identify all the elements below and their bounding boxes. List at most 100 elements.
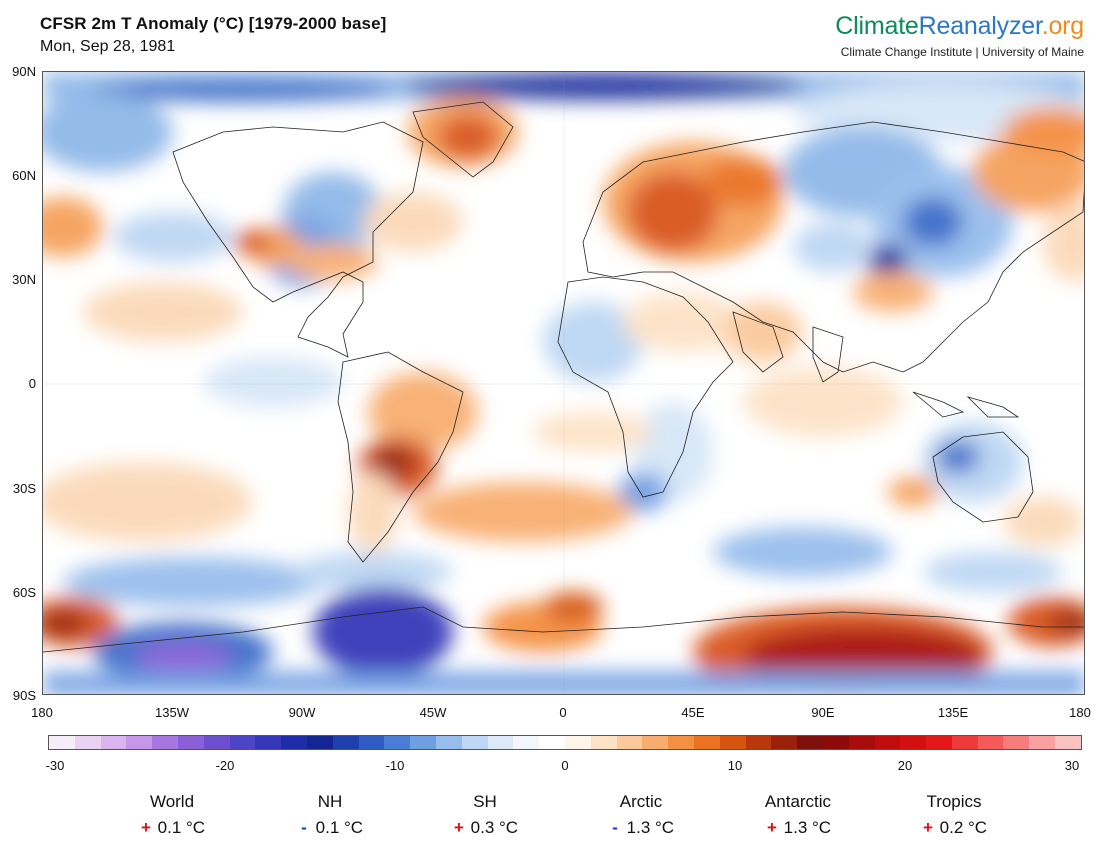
- colorbar-swatch: [693, 736, 720, 749]
- sign-plus-icon: +: [453, 818, 464, 837]
- colorbar-swatch: [590, 736, 617, 749]
- brand-logo[interactable]: ClimateReanalyzer.org Climate Change Ins…: [835, 12, 1084, 59]
- map-title: CFSR 2m T Anomaly (°C) [1979-2000 base]: [40, 14, 387, 33]
- brand-name: ClimateReanalyzer.org: [835, 12, 1084, 41]
- colorbar-swatch: [100, 736, 127, 749]
- region-arctic: Arctic - 1.3 °C: [571, 792, 711, 838]
- anomaly-map-graphic: [43, 72, 1084, 694]
- colorbar-swatch: [177, 736, 204, 749]
- brand-subtitle: Climate Change Institute | University of…: [840, 45, 1084, 59]
- coastlines: [43, 101, 1084, 653]
- colorbar-swatch: [668, 736, 694, 749]
- colorbar-swatch: [332, 736, 359, 749]
- colorbar-swatch: [126, 736, 153, 749]
- colorbar-label-0: 0: [561, 758, 569, 773]
- region-antarctic: Antarctic + 1.3 °C: [728, 792, 868, 838]
- sign-minus-icon: -: [612, 818, 618, 837]
- colorbar-swatch: [539, 736, 565, 749]
- region-value-text: 1.3 °C: [783, 818, 832, 837]
- region-value: - 1.3 °C: [571, 818, 711, 838]
- colorbar-swatch: [951, 736, 978, 749]
- colorbar-label-10: 10: [727, 758, 743, 773]
- map-date: Mon, Sep 28, 1981: [40, 38, 176, 55]
- colorbar-label-20: 20: [897, 758, 913, 773]
- colorbar-label-minus30: -30: [45, 758, 65, 773]
- region-name: NH: [317, 792, 343, 811]
- sign-minus-icon: -: [301, 818, 307, 837]
- lon-label-180w: 180: [31, 705, 53, 720]
- lon-label-135w: 135W: [155, 705, 189, 720]
- colorbar-swatch: [255, 736, 282, 749]
- colorbar-swatch: [435, 736, 462, 749]
- colorbar-swatch: [1003, 736, 1030, 749]
- colorbar-swatch: [410, 736, 436, 749]
- colorbar-label-30: 30: [1064, 758, 1080, 773]
- lon-label-135e: 135E: [937, 705, 969, 720]
- lon-label-0: 0: [559, 705, 567, 720]
- colorbar-swatch: [822, 736, 849, 749]
- colorbar: [48, 735, 1082, 750]
- colorbar-swatch: [487, 736, 514, 749]
- colorbar-swatch: [461, 736, 488, 749]
- region-name: Antarctic: [764, 792, 832, 811]
- brand-name-part2: Reanalyzer: [918, 12, 1042, 40]
- lat-label-60s: 60S: [12, 585, 36, 600]
- region-value: + 1.3 °C: [728, 818, 868, 838]
- region-name: Tropics: [926, 792, 982, 811]
- colorbar-swatch: [745, 736, 772, 749]
- colorbar-swatch: [848, 736, 875, 749]
- colorbar-swatch: [564, 736, 591, 749]
- region-nh: NH - 0.1 °C: [260, 792, 400, 838]
- region-name: SH: [473, 792, 497, 811]
- colorbar-swatch: [306, 736, 333, 749]
- region-value: - 0.1 °C: [260, 818, 400, 838]
- region-value: + 0.1 °C: [102, 818, 242, 838]
- colorbar-swatch: [977, 736, 1004, 749]
- colorbar-label-minus20: -20: [215, 758, 235, 773]
- colorbar-swatch: [358, 736, 385, 749]
- region-value-text: 0.3 °C: [470, 818, 519, 837]
- lat-label-60n: 60N: [12, 168, 36, 183]
- colorbar-swatch: [384, 736, 411, 749]
- colorbar-swatch: [1055, 736, 1081, 749]
- lat-label-90s: 90S: [12, 688, 36, 703]
- colorbar-swatch: [1029, 736, 1056, 749]
- colorbar-swatch: [719, 736, 746, 749]
- colorbar-swatch: [229, 736, 256, 749]
- colorbar-swatch: [874, 736, 901, 749]
- colorbar-swatch: [797, 736, 823, 749]
- lat-label-90n: 90N: [12, 64, 36, 79]
- colorbar-swatch: [152, 736, 178, 749]
- sign-plus-icon: +: [140, 818, 151, 837]
- colorbar-swatch: [49, 736, 75, 749]
- brand-name-part3: .org: [1041, 12, 1084, 40]
- colorbar-swatch: [926, 736, 952, 749]
- region-value-text: 0.2 °C: [939, 818, 988, 837]
- region-value-text: 0.1 °C: [157, 818, 206, 837]
- colorbar-swatch: [616, 736, 643, 749]
- colorbar-swatch: [771, 736, 798, 749]
- lat-label-30n: 30N: [12, 272, 36, 287]
- colorbar-swatch: [642, 736, 669, 749]
- sign-plus-icon: +: [766, 818, 777, 837]
- colorbar-swatch: [203, 736, 230, 749]
- brand-name-part1: Climate: [835, 12, 919, 40]
- region-value-text: 1.3 °C: [626, 818, 675, 837]
- anomaly-map[interactable]: [42, 71, 1085, 695]
- lon-label-45e: 45E: [681, 705, 705, 720]
- lat-label-0: 0: [28, 376, 36, 391]
- colorbar-label-minus10: -10: [385, 758, 405, 773]
- region-world: World + 0.1 °C: [102, 792, 242, 838]
- region-name: World: [149, 792, 195, 811]
- colorbar-swatch: [513, 736, 540, 749]
- region-value: + 0.2 °C: [884, 818, 1024, 838]
- lat-label-30s: 30S: [12, 481, 36, 496]
- lon-label-180e: 180: [1069, 705, 1091, 720]
- region-value: + 0.3 °C: [415, 818, 555, 838]
- region-tropics: Tropics + 0.2 °C: [884, 792, 1024, 838]
- region-sh: SH + 0.3 °C: [415, 792, 555, 838]
- lon-label-90w: 90W: [288, 705, 316, 720]
- region-value-text: 0.1 °C: [315, 818, 364, 837]
- sign-plus-icon: +: [922, 818, 933, 837]
- colorbar-swatch: [281, 736, 307, 749]
